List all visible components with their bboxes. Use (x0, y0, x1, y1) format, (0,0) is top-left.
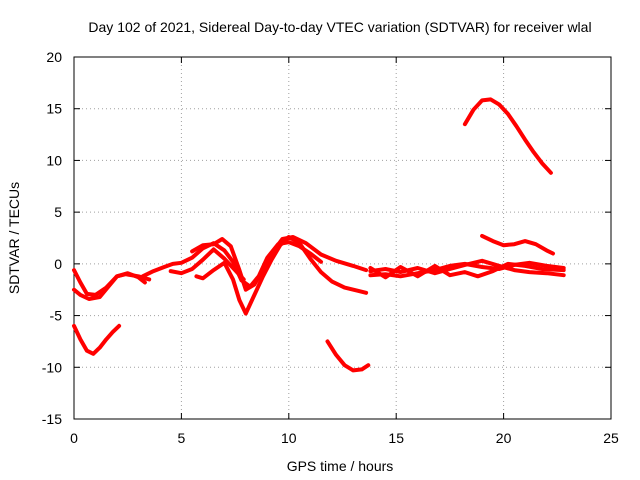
series-line-1 (72, 323, 122, 356)
axis-ticks: 0 5 10 15 20 25 -15 -10 -5 0 5 10 15 20 (42, 49, 619, 446)
x-tick-label: 20 (496, 430, 512, 446)
series-line-4 (140, 240, 323, 289)
series-line-11 (368, 261, 566, 280)
y-tick-label: 0 (54, 256, 62, 272)
x-tick-label: 0 (70, 430, 78, 446)
x-tick-label: 10 (281, 430, 297, 446)
series-line-7 (194, 235, 369, 316)
series-line-5 (168, 247, 246, 282)
series-line-3 (72, 268, 147, 297)
y-tick-label: 20 (46, 49, 62, 65)
y-tick-label: 15 (46, 101, 62, 117)
x-tick-label: 25 (603, 430, 619, 446)
y-tick-label: 5 (54, 204, 62, 220)
y-tick-label: -5 (50, 308, 63, 324)
series-layer (72, 97, 566, 373)
chart-title: Day 102 of 2021, Sidereal Day-to-day VTE… (88, 19, 591, 35)
plot-frame (73, 56, 612, 420)
series-line-13 (480, 233, 555, 256)
y-tick-label: -10 (42, 359, 62, 375)
series-line-6 (190, 235, 369, 292)
series-line-10 (368, 260, 566, 279)
series-line-8 (325, 339, 371, 373)
x-axis-label: GPS time / hours (287, 458, 394, 474)
y-tick-label: 10 (46, 152, 62, 168)
y-axis-label: SDTVAR / TECUs (6, 182, 22, 294)
series-line-12 (462, 97, 553, 175)
x-tick-label: 5 (178, 430, 186, 446)
y-tick-label: -15 (42, 411, 62, 427)
x-tick-label: 15 (388, 430, 404, 446)
